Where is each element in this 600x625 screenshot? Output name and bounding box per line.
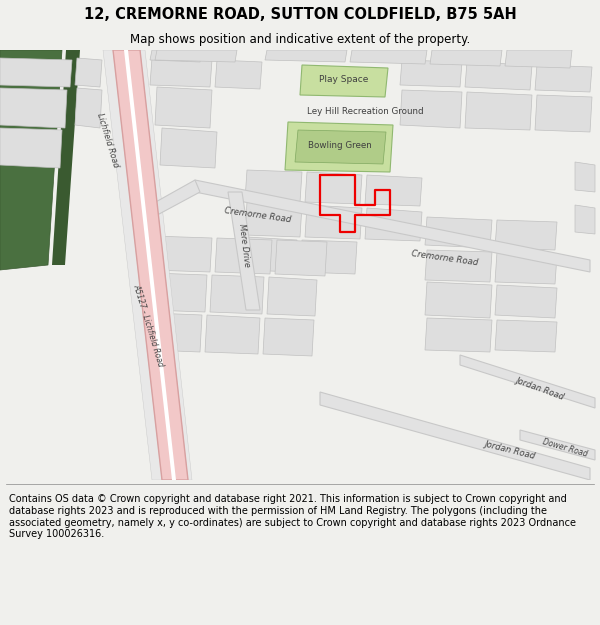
Text: Bowling Green: Bowling Green bbox=[308, 141, 372, 151]
Text: 12, CREMORNE ROAD, SUTTON COLDFIELD, B75 5AH: 12, CREMORNE ROAD, SUTTON COLDFIELD, B75… bbox=[83, 6, 517, 21]
Polygon shape bbox=[575, 205, 595, 234]
Text: Ley Hill Recreation Ground: Ley Hill Recreation Ground bbox=[307, 107, 424, 116]
Polygon shape bbox=[365, 208, 422, 241]
Text: Dower Road: Dower Road bbox=[541, 438, 589, 459]
Polygon shape bbox=[228, 192, 260, 310]
Polygon shape bbox=[195, 180, 590, 272]
Polygon shape bbox=[425, 250, 492, 282]
Polygon shape bbox=[300, 65, 388, 97]
Polygon shape bbox=[150, 58, 212, 87]
Polygon shape bbox=[575, 162, 595, 192]
Polygon shape bbox=[150, 50, 202, 62]
Polygon shape bbox=[465, 62, 532, 90]
Text: Cremorne Road: Cremorne Road bbox=[224, 206, 292, 224]
Polygon shape bbox=[535, 65, 592, 92]
Polygon shape bbox=[505, 50, 572, 68]
Polygon shape bbox=[535, 95, 592, 132]
Polygon shape bbox=[155, 87, 212, 128]
Polygon shape bbox=[495, 285, 557, 318]
Polygon shape bbox=[425, 318, 492, 352]
Polygon shape bbox=[245, 237, 297, 272]
Polygon shape bbox=[0, 128, 62, 168]
Polygon shape bbox=[160, 128, 217, 168]
Polygon shape bbox=[520, 430, 595, 460]
Polygon shape bbox=[305, 172, 362, 204]
Polygon shape bbox=[75, 88, 102, 128]
Polygon shape bbox=[460, 355, 595, 408]
Polygon shape bbox=[52, 50, 80, 265]
Polygon shape bbox=[365, 175, 422, 206]
Polygon shape bbox=[75, 58, 102, 87]
Polygon shape bbox=[465, 92, 532, 130]
Polygon shape bbox=[285, 122, 393, 172]
Polygon shape bbox=[400, 60, 462, 87]
Polygon shape bbox=[150, 273, 207, 312]
Polygon shape bbox=[245, 170, 302, 202]
Polygon shape bbox=[113, 50, 188, 480]
Polygon shape bbox=[495, 252, 557, 284]
Polygon shape bbox=[495, 220, 557, 250]
Polygon shape bbox=[275, 240, 327, 276]
Polygon shape bbox=[300, 240, 357, 274]
Text: Map shows position and indicative extent of the property.: Map shows position and indicative extent… bbox=[130, 34, 470, 46]
Polygon shape bbox=[295, 130, 386, 164]
Polygon shape bbox=[0, 58, 72, 87]
Polygon shape bbox=[425, 282, 492, 318]
Polygon shape bbox=[425, 217, 492, 248]
Polygon shape bbox=[350, 50, 427, 64]
Polygon shape bbox=[263, 318, 314, 356]
Polygon shape bbox=[267, 277, 317, 316]
Polygon shape bbox=[245, 202, 302, 237]
Polygon shape bbox=[215, 238, 272, 274]
Polygon shape bbox=[265, 50, 347, 62]
Polygon shape bbox=[210, 275, 264, 314]
Text: Jordan Road: Jordan Road bbox=[514, 375, 566, 401]
Text: Jordan Road: Jordan Road bbox=[484, 439, 536, 461]
Polygon shape bbox=[305, 205, 362, 239]
Polygon shape bbox=[320, 392, 590, 480]
Text: Cremorne Road: Cremorne Road bbox=[411, 249, 479, 267]
Polygon shape bbox=[103, 50, 162, 480]
Polygon shape bbox=[155, 50, 237, 62]
Polygon shape bbox=[150, 313, 202, 352]
Polygon shape bbox=[0, 50, 62, 270]
Text: Mere Drive: Mere Drive bbox=[237, 222, 251, 268]
Polygon shape bbox=[150, 236, 212, 272]
Text: A5127 - Lichfield Road: A5127 - Lichfield Road bbox=[131, 282, 165, 368]
Text: Contains OS data © Crown copyright and database right 2021. This information is : Contains OS data © Crown copyright and d… bbox=[9, 494, 576, 539]
Polygon shape bbox=[215, 60, 262, 89]
Polygon shape bbox=[495, 320, 557, 352]
Polygon shape bbox=[140, 50, 192, 480]
Polygon shape bbox=[124, 50, 176, 480]
Polygon shape bbox=[400, 90, 462, 128]
Text: Lichfield Road: Lichfield Road bbox=[95, 112, 121, 168]
Polygon shape bbox=[145, 180, 200, 220]
Text: Play Space: Play Space bbox=[319, 76, 368, 84]
Polygon shape bbox=[430, 50, 502, 66]
Polygon shape bbox=[205, 315, 260, 354]
Polygon shape bbox=[0, 88, 67, 128]
